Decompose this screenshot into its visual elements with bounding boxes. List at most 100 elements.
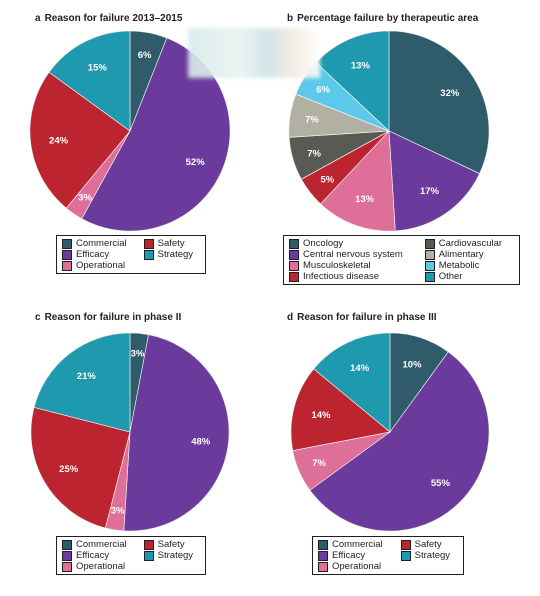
slice-label-safety: 14% [311, 410, 331, 421]
panel-d: d Reason for failure in phase III 10% 55% 7… [270, 298, 540, 596]
slice-label-other: 13% [351, 60, 371, 71]
legend-swatch [400, 550, 411, 561]
legend-label: Safety [414, 539, 442, 550]
slice-label-efficacy: 55% [431, 478, 451, 489]
panel-b-title: b Percentage failure by therapeutic area [287, 13, 478, 24]
legend-swatch [289, 260, 299, 271]
legend-item-safety: Safety [143, 238, 200, 249]
slice-label-safety: 24% [49, 136, 69, 147]
slice-label-commercial: 3% [131, 349, 145, 360]
slice-label-efficacy: 48% [191, 436, 211, 447]
legend-label: Commercial [332, 539, 383, 550]
legend-label: Commercial [76, 539, 127, 550]
legend-swatch [62, 249, 72, 260]
legend-label: Operational [76, 561, 126, 572]
legend-label: Strategy [157, 550, 194, 561]
panel-a: a Reason for failure 2013–2015 6% 52% 3% 24%… [0, 0, 270, 298]
legend-item-central-nervous-system: Central nervous system [289, 249, 415, 260]
legend-b: Oncology Cardiovascular Central nervous sy… [283, 235, 520, 285]
pie-slice-efficacy [123, 334, 230, 532]
panel-d-title: d Reason for failure in phase III [287, 312, 437, 323]
legend-label: Cardiovascular [438, 238, 503, 249]
pie-slice-musculoskeletal [320, 130, 396, 232]
pie-outline [290, 332, 490, 532]
panel-a-title: a Reason for failure 2013–2015 [35, 13, 182, 24]
slice-label-oncology: 32% [440, 88, 460, 99]
legend-swatch [143, 550, 154, 561]
slice-label-strategy: 14% [350, 363, 370, 374]
pie-chart-d: 10% 55% 7% 14% 14% [290, 332, 490, 532]
legend-swatch [143, 539, 154, 550]
legend-item-operational: Operational [62, 561, 134, 572]
legend-item-musculoskeletal: Musculoskeletal [289, 260, 415, 271]
legend-swatch [424, 260, 435, 271]
legend-item-commercial: Commercial [318, 539, 391, 550]
panel-a-letter: a [35, 13, 41, 24]
legend-swatch [62, 238, 72, 249]
slice-label-infectious-disease: 5% [321, 174, 335, 185]
legend-label: Operational [332, 561, 382, 572]
slice-label-operational: 7% [312, 458, 326, 469]
legend-item-strategy: Strategy [143, 550, 200, 561]
legend-item-strategy: Strategy [400, 550, 458, 561]
panel-b-title-text: Percentage failure by therapeutic area [297, 13, 479, 24]
pie-outline [30, 332, 230, 532]
legend-item-efficacy: Efficacy [62, 249, 134, 260]
legend-swatch [424, 238, 435, 249]
legend-item-infectious-disease: Infectious disease [289, 271, 415, 282]
slice-label-commercial: 6% [138, 50, 152, 61]
legend-swatch [318, 550, 328, 561]
slice-label-cardiovascular: 7% [307, 148, 321, 159]
legend-label: Commercial [76, 238, 127, 249]
blurred-watermark [188, 28, 320, 78]
pie-slice-central-nervous-system [388, 130, 480, 232]
panel-b: b Percentage failure by therapeutic area … [270, 0, 540, 298]
pie-slice-efficacy [309, 351, 490, 532]
legend-item-metabolic: Metabolic [424, 260, 514, 271]
panel-c-title-text: Reason for failure in phase II [44, 312, 182, 323]
pie-chart-c: 3% 48% 3% 25% 21% [30, 332, 230, 532]
legend-swatch [400, 539, 411, 550]
legend-label: Central nervous system [303, 249, 403, 260]
legend-item-cardiovascular: Cardiovascular [424, 238, 514, 249]
legend-item-oncology: Oncology [289, 238, 415, 249]
legend-d: Commercial Safety Efficacy Strategy Operatio… [312, 536, 464, 575]
slice-label-strategy: 21% [77, 371, 97, 382]
slice-label-operational: 3% [78, 193, 92, 204]
panel-d-title-text: Reason for failure in phase III [297, 312, 437, 323]
legend-swatch [62, 260, 72, 271]
legend-a: Commercial Safety Efficacy Strategy Operatio… [56, 235, 206, 274]
legend-label: Alimentary [438, 249, 484, 260]
slice-label-efficacy: 52% [186, 157, 206, 168]
legend-label: Efficacy [76, 550, 110, 561]
legend-swatch [62, 539, 72, 550]
pie-slice-strategy [313, 332, 391, 433]
legend-c: Commercial Safety Efficacy Strategy Operatio… [56, 536, 206, 575]
legend-label: Strategy [157, 249, 194, 260]
slice-label-commercial: 10% [403, 360, 423, 371]
legend-item-efficacy: Efficacy [62, 550, 134, 561]
pie-slice-strategy [48, 30, 131, 132]
legend-label: Safety [157, 238, 185, 249]
legend-swatch [318, 561, 328, 572]
legend-label: Oncology [303, 238, 344, 249]
pie-chart-b: 32% 17% 13% 5% 7% 7% 6% 13% [288, 30, 490, 232]
legend-swatch [318, 539, 328, 550]
legend-item-operational: Operational [62, 260, 134, 271]
pie-slice-safety [30, 407, 131, 529]
slice-label-alimentary: 7% [305, 114, 319, 125]
legend-swatch [424, 249, 435, 260]
panel-d-letter: d [287, 312, 294, 323]
legend-item-efficacy: Efficacy [318, 550, 391, 561]
legend-label: Other [438, 271, 463, 282]
slice-label-strategy: 15% [88, 62, 108, 73]
legend-item-commercial: Commercial [62, 539, 134, 550]
legend-label: Operational [76, 260, 126, 271]
legend-label: Efficacy [76, 249, 110, 260]
slice-label-safety: 25% [59, 464, 79, 475]
legend-swatch [62, 561, 72, 572]
panel-b-letter: b [287, 13, 294, 24]
legend-swatch [289, 249, 299, 260]
legend-label: Musculoskeletal [303, 260, 371, 271]
panel-c-letter: c [35, 312, 41, 323]
